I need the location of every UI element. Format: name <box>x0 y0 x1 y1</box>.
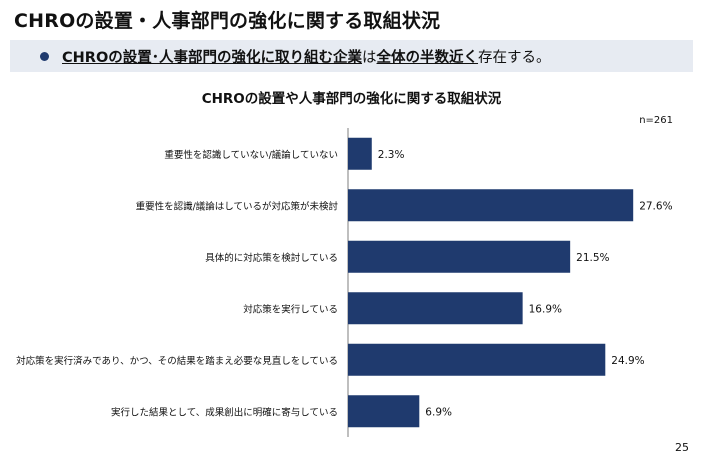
slide-title: CHROの設置・人事部門の強化に関する取組状況 <box>14 10 441 32</box>
sample-size-label: n=261 <box>639 115 673 126</box>
summary-emphasis-2: 全体の半数近く <box>376 50 479 66</box>
page-number: 25 <box>675 441 689 454</box>
bar-0 <box>348 137 372 170</box>
value-label-4: 24.9% <box>611 355 644 367</box>
bar-5 <box>348 395 420 428</box>
category-label-2: 具体的に対応策を検討している <box>205 252 338 264</box>
summary-plain-2: 存在する。 <box>478 50 551 66</box>
bar-1 <box>348 189 634 222</box>
bar-4 <box>348 343 606 376</box>
value-label-2: 21.5% <box>576 252 609 264</box>
bar-3 <box>348 292 523 325</box>
bullet-icon <box>40 52 49 61</box>
summary-plain-1: は <box>362 50 377 66</box>
value-label-1: 27.6% <box>639 200 672 212</box>
value-label-0: 2.3% <box>378 149 405 161</box>
category-label-4: 対応策を実行済みであり、かつ、その結果を踏まえ必要な見直しをしている <box>16 355 338 367</box>
summary-text: CHROの設置･人事部門の強化に取り組む企業は全体の半数近く存在する。 <box>62 46 551 67</box>
value-label-3: 16.9% <box>529 303 562 315</box>
summary-emphasis-1: CHROの設置･人事部門の強化に取り組む企業 <box>62 50 363 66</box>
summary-banner: CHROの設置･人事部門の強化に取り組む企業は全体の半数近く存在する。 <box>10 40 693 72</box>
category-label-5: 実行した結果として、成果創出に明確に寄与している <box>111 406 338 418</box>
category-label-1: 重要性を認識/議論はしているが対応策が未検討 <box>136 200 339 212</box>
value-label-5: 6.9% <box>425 406 452 418</box>
chart-title: CHROの設置や人事部門の強化に関する取組状況 <box>201 91 502 107</box>
bar-2 <box>348 240 571 273</box>
category-label-3: 対応策を実行している <box>243 303 338 315</box>
category-label-0: 重要性を認識していない/議論していない <box>164 149 338 161</box>
